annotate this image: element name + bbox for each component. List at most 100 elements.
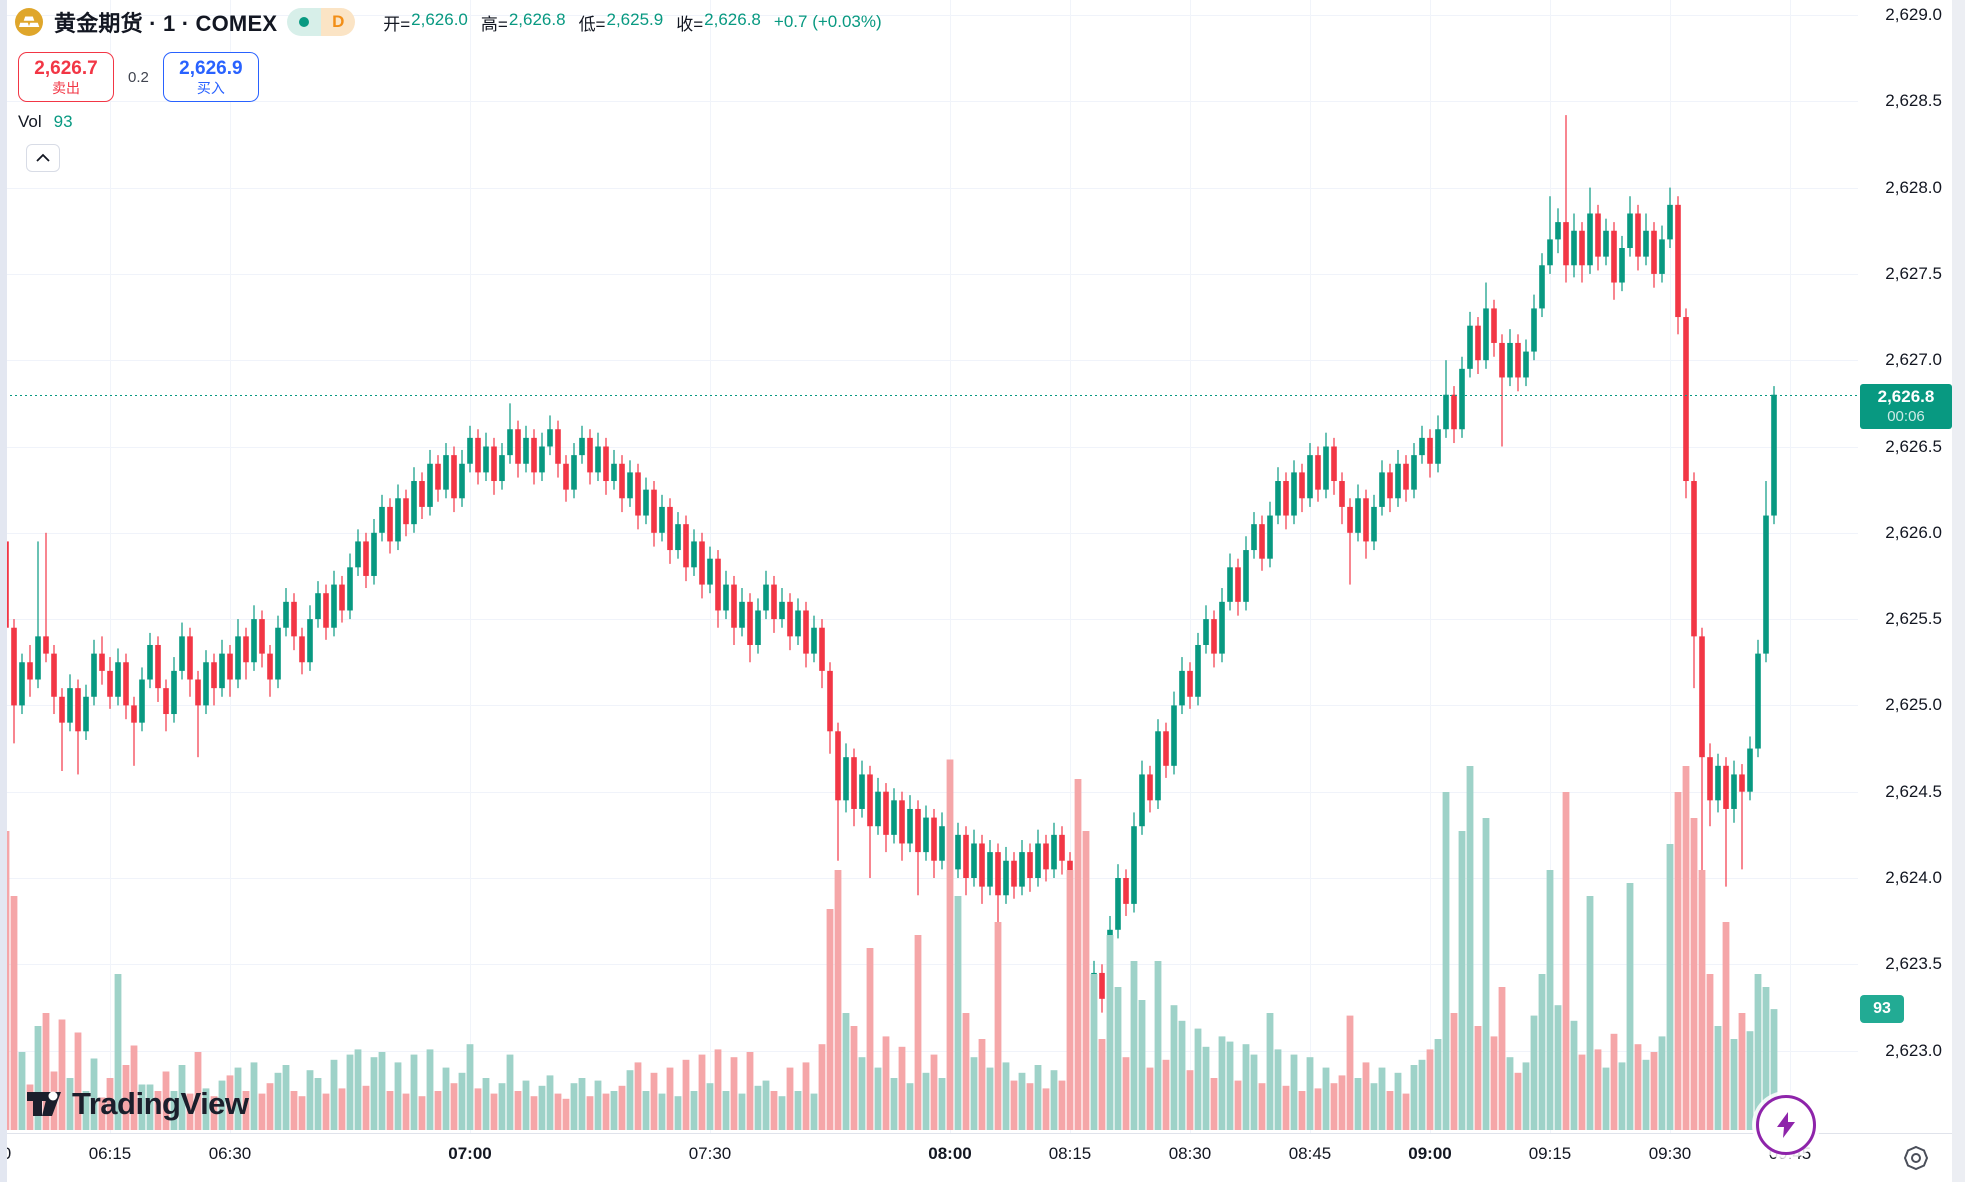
volume-bar	[1018, 1072, 1026, 1130]
time-axis-label: 09:30	[1648, 1144, 1692, 1163]
candle-body	[1603, 230, 1609, 257]
order-panel: 2,626.7 卖出 0.2 2,626.9 买入	[18, 52, 259, 102]
instant-order-lightning-button[interactable]	[1756, 1095, 1816, 1155]
volume-bar	[1434, 1039, 1442, 1130]
volume-bar	[866, 948, 874, 1130]
volume-bar	[562, 1098, 570, 1130]
volume-bar	[1130, 961, 1138, 1130]
candle-body	[1363, 498, 1369, 542]
volume-bar	[330, 1059, 338, 1130]
interval-badge: D	[321, 8, 356, 36]
symbol-logo-gold-icon	[14, 7, 44, 37]
candle-body	[355, 541, 361, 568]
volume-bar	[146, 1084, 154, 1130]
candle-body	[731, 584, 737, 628]
volume-bar	[1298, 1091, 1306, 1130]
time-gridline	[470, 0, 471, 1133]
volume-bar	[426, 1049, 434, 1130]
time-axis-label: 06:15	[88, 1144, 132, 1163]
candle-body	[1491, 308, 1497, 343]
volume-bar	[18, 1052, 26, 1130]
candle-body	[1043, 843, 1049, 870]
candle-body	[1267, 515, 1273, 559]
volume-bar	[282, 1065, 290, 1130]
candle-body	[1211, 619, 1217, 654]
tradingview-watermark[interactable]: TradingView	[24, 1084, 249, 1124]
symbol-title[interactable]: 黄金期货 · 1 · COMEX	[54, 11, 278, 36]
candle-body	[523, 437, 529, 464]
candle-body	[1691, 481, 1697, 637]
candle-body	[1387, 472, 1393, 499]
volume-readout: Vol 93	[18, 112, 73, 132]
volume-bar	[946, 759, 954, 1130]
volume-bar	[98, 1097, 106, 1130]
volume-bar	[1578, 1054, 1586, 1130]
volume-bar	[1698, 870, 1706, 1130]
candle-body	[963, 834, 969, 878]
volume-bar	[498, 1083, 506, 1130]
volume-bar	[1282, 1085, 1290, 1130]
sell-button[interactable]: 2,626.7 卖出	[18, 52, 114, 102]
candle-body	[923, 817, 929, 853]
volume-bar	[1594, 1049, 1602, 1130]
candle-body	[275, 627, 281, 680]
time-axis-label: 08:15	[1048, 1144, 1092, 1163]
volume-bar	[1362, 1062, 1370, 1130]
time-gridline	[1790, 0, 1791, 1133]
volume-bar	[482, 1078, 490, 1130]
volume-bar	[1218, 1036, 1226, 1130]
left-edge-strip	[0, 0, 7, 1182]
candle-body	[339, 584, 345, 611]
candle-body	[787, 601, 793, 637]
buy-button[interactable]: 2,626.9 买入	[162, 52, 259, 102]
volume-bar	[1002, 1062, 1010, 1130]
volume-bar	[1050, 1070, 1058, 1130]
candle-body	[1299, 472, 1305, 499]
candlestick-chart-canvas[interactable]	[0, 0, 1858, 1182]
candle-body	[171, 670, 177, 715]
candle-body	[267, 653, 273, 680]
volume-bar	[594, 1080, 602, 1130]
volume-bar	[1570, 1020, 1578, 1130]
price-axis[interactable]: 2,629.0 2,628.5 2,628.0 2,627.5 2,627.0 2,626…	[1858, 0, 1952, 1133]
market-status-interval-pill[interactable]: D	[287, 8, 356, 36]
candle-body	[1179, 670, 1185, 706]
time-gridline	[1070, 0, 1071, 1133]
volume-bar	[1266, 1013, 1274, 1130]
volume-bar	[1322, 1067, 1330, 1130]
candle-body	[1411, 455, 1417, 490]
timezone-settings-button[interactable]	[1898, 1142, 1934, 1174]
volume-bar	[1754, 974, 1762, 1130]
volume-bar	[1538, 974, 1546, 1130]
sell-label: 卖出	[52, 79, 80, 96]
candle-body	[1187, 670, 1193, 697]
volume-bar	[1106, 935, 1114, 1130]
candle-wick	[37, 541, 39, 689]
time-axis-label: 06:30	[208, 1144, 252, 1163]
time-axis-label: 08:30	[1168, 1144, 1212, 1163]
candle-body	[1571, 230, 1577, 266]
volume-bar	[642, 1091, 650, 1130]
candle-body	[1523, 351, 1529, 378]
candle-body	[1259, 524, 1265, 559]
volume-bar	[82, 1091, 90, 1130]
volume-bar	[1746, 1031, 1754, 1130]
time-gridline	[950, 0, 951, 1133]
candle-body	[1123, 878, 1129, 904]
volume-bar	[314, 1078, 322, 1130]
volume-bar	[466, 1044, 474, 1130]
volume-bar	[1146, 1067, 1154, 1130]
volume-bar	[818, 1044, 826, 1130]
volume-bar	[226, 1075, 234, 1130]
volume-bar	[1386, 1091, 1394, 1130]
candle-body	[979, 843, 985, 887]
volume-bar	[1042, 1088, 1050, 1130]
volume-bar	[1474, 1026, 1482, 1130]
time-axis[interactable]: 06:0006:1506:3007:0007:3008:0008:1508:30…	[0, 1133, 1952, 1182]
candle-wick	[133, 696, 135, 766]
volume-bar	[538, 1085, 546, 1130]
candle-body	[939, 826, 945, 861]
candle-body	[603, 446, 609, 482]
collapse-panel-button[interactable]	[26, 144, 60, 172]
